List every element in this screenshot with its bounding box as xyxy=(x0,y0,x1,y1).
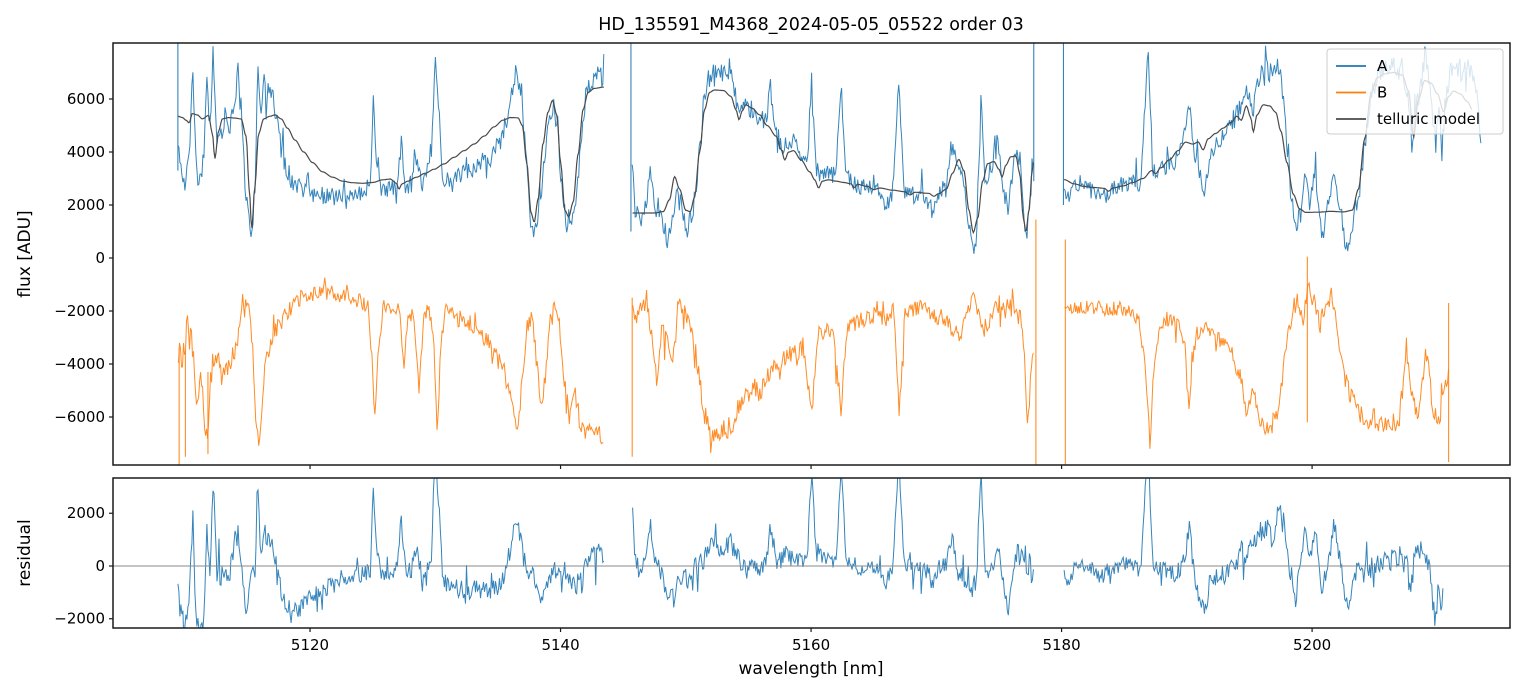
x-axis-label: wavelength [nm] xyxy=(738,659,883,679)
series-B-line-segment-2 xyxy=(632,288,1034,453)
series-B-line-segment-1 xyxy=(178,277,604,446)
flux-y-tick-label: −4000 xyxy=(54,355,105,373)
legend-label-2: B xyxy=(1377,84,1387,102)
figure-title: HD_135591_M4368_2024-05-05_05522 order 0… xyxy=(598,15,1024,35)
residual-y-axis-label: residual xyxy=(15,519,35,586)
residual-line-segment-1 xyxy=(177,478,605,628)
flux-y-tick-label: −2000 xyxy=(54,302,105,320)
x-tick-label: 5180 xyxy=(1042,636,1080,654)
flux-y-tick-label: 6000 xyxy=(67,90,105,108)
residual-panel-data xyxy=(177,478,1444,628)
telluric-model-line-segment-1 xyxy=(177,86,604,229)
x-tick-label: 5200 xyxy=(1293,636,1331,654)
x-tick-label: 5160 xyxy=(792,636,830,654)
flux-panel-frame xyxy=(112,42,1511,466)
residual-y-tick-label: 0 xyxy=(95,557,105,575)
flux-y-axis-label: flux [ADU] xyxy=(15,210,35,297)
flux-y-tick-label: −6000 xyxy=(54,408,105,426)
legend-label-3: telluric model xyxy=(1377,110,1480,128)
series-A-line-segment-3 xyxy=(1063,45,1482,252)
series-A-line-segment-2 xyxy=(631,58,1034,254)
x-tick-label: 5140 xyxy=(541,636,579,654)
residual-y-tick-label: −2000 xyxy=(54,610,105,628)
flux-y-tick-label: 2000 xyxy=(67,196,105,214)
flux-y-tick-label: 0 xyxy=(95,249,105,267)
telluric-model-line-segment-2 xyxy=(632,89,1034,235)
series-A-line-segment-1 xyxy=(177,46,605,238)
flux-panel-data xyxy=(177,43,1482,465)
legend-label-1: A xyxy=(1377,57,1388,75)
series-B-line-segment-3 xyxy=(1064,281,1449,449)
residual-line-segment-2 xyxy=(632,478,1034,616)
flux-y-tick-label: 4000 xyxy=(67,143,105,161)
residual-line-segment-3 xyxy=(1063,478,1444,626)
residual-y-tick-label: 2000 xyxy=(67,504,105,522)
legend-box xyxy=(1326,48,1504,135)
x-tick-label: 5120 xyxy=(291,636,329,654)
